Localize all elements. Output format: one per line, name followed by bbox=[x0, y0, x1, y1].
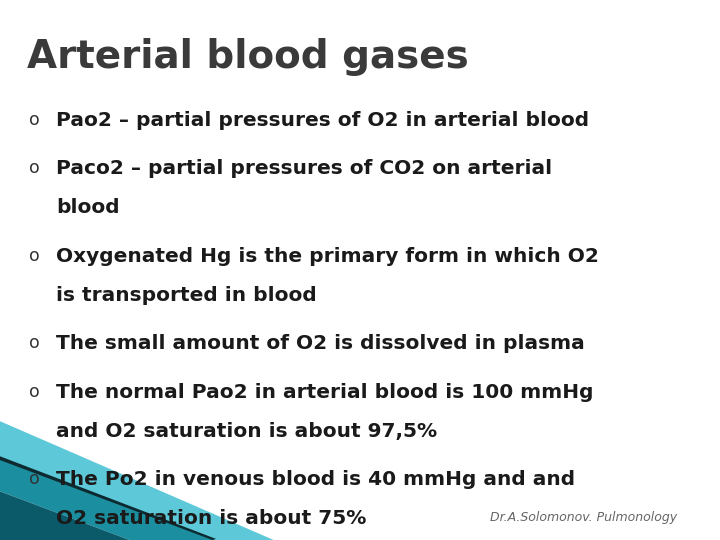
Text: Oxygenated Hg is the primary form in which O2: Oxygenated Hg is the primary form in whi… bbox=[56, 247, 599, 266]
Text: Paco2 – partial pressures of CO2 on arterial: Paco2 – partial pressures of CO2 on arte… bbox=[56, 159, 552, 178]
Text: O2 saturation is about 75%: O2 saturation is about 75% bbox=[56, 509, 366, 528]
Text: o: o bbox=[30, 383, 40, 401]
Text: Dr.A.Solomonov. Pulmonology: Dr.A.Solomonov. Pulmonology bbox=[490, 511, 677, 524]
Text: The normal Pao2 in arterial blood is 100 mmHg: The normal Pao2 in arterial blood is 100… bbox=[56, 383, 594, 402]
Text: o: o bbox=[30, 247, 40, 265]
Polygon shape bbox=[0, 456, 216, 540]
Text: o: o bbox=[30, 470, 40, 488]
Text: is transported in blood: is transported in blood bbox=[56, 286, 317, 305]
Text: blood: blood bbox=[56, 198, 120, 217]
Text: o: o bbox=[30, 334, 40, 352]
Text: The Po2 in venous blood is 40 mmHg and and: The Po2 in venous blood is 40 mmHg and a… bbox=[56, 470, 575, 489]
Polygon shape bbox=[0, 491, 130, 540]
Text: and O2 saturation is about 97,5%: and O2 saturation is about 97,5% bbox=[56, 422, 437, 441]
Text: Arterial blood gases: Arterial blood gases bbox=[27, 38, 469, 76]
Text: o: o bbox=[30, 111, 40, 129]
Text: The small amount of O2 is dissolved in plasma: The small amount of O2 is dissolved in p… bbox=[56, 334, 585, 353]
Polygon shape bbox=[0, 459, 216, 540]
Text: o: o bbox=[30, 159, 40, 177]
Polygon shape bbox=[0, 421, 274, 540]
Text: Pao2 – partial pressures of O2 in arterial blood: Pao2 – partial pressures of O2 in arteri… bbox=[56, 111, 589, 130]
